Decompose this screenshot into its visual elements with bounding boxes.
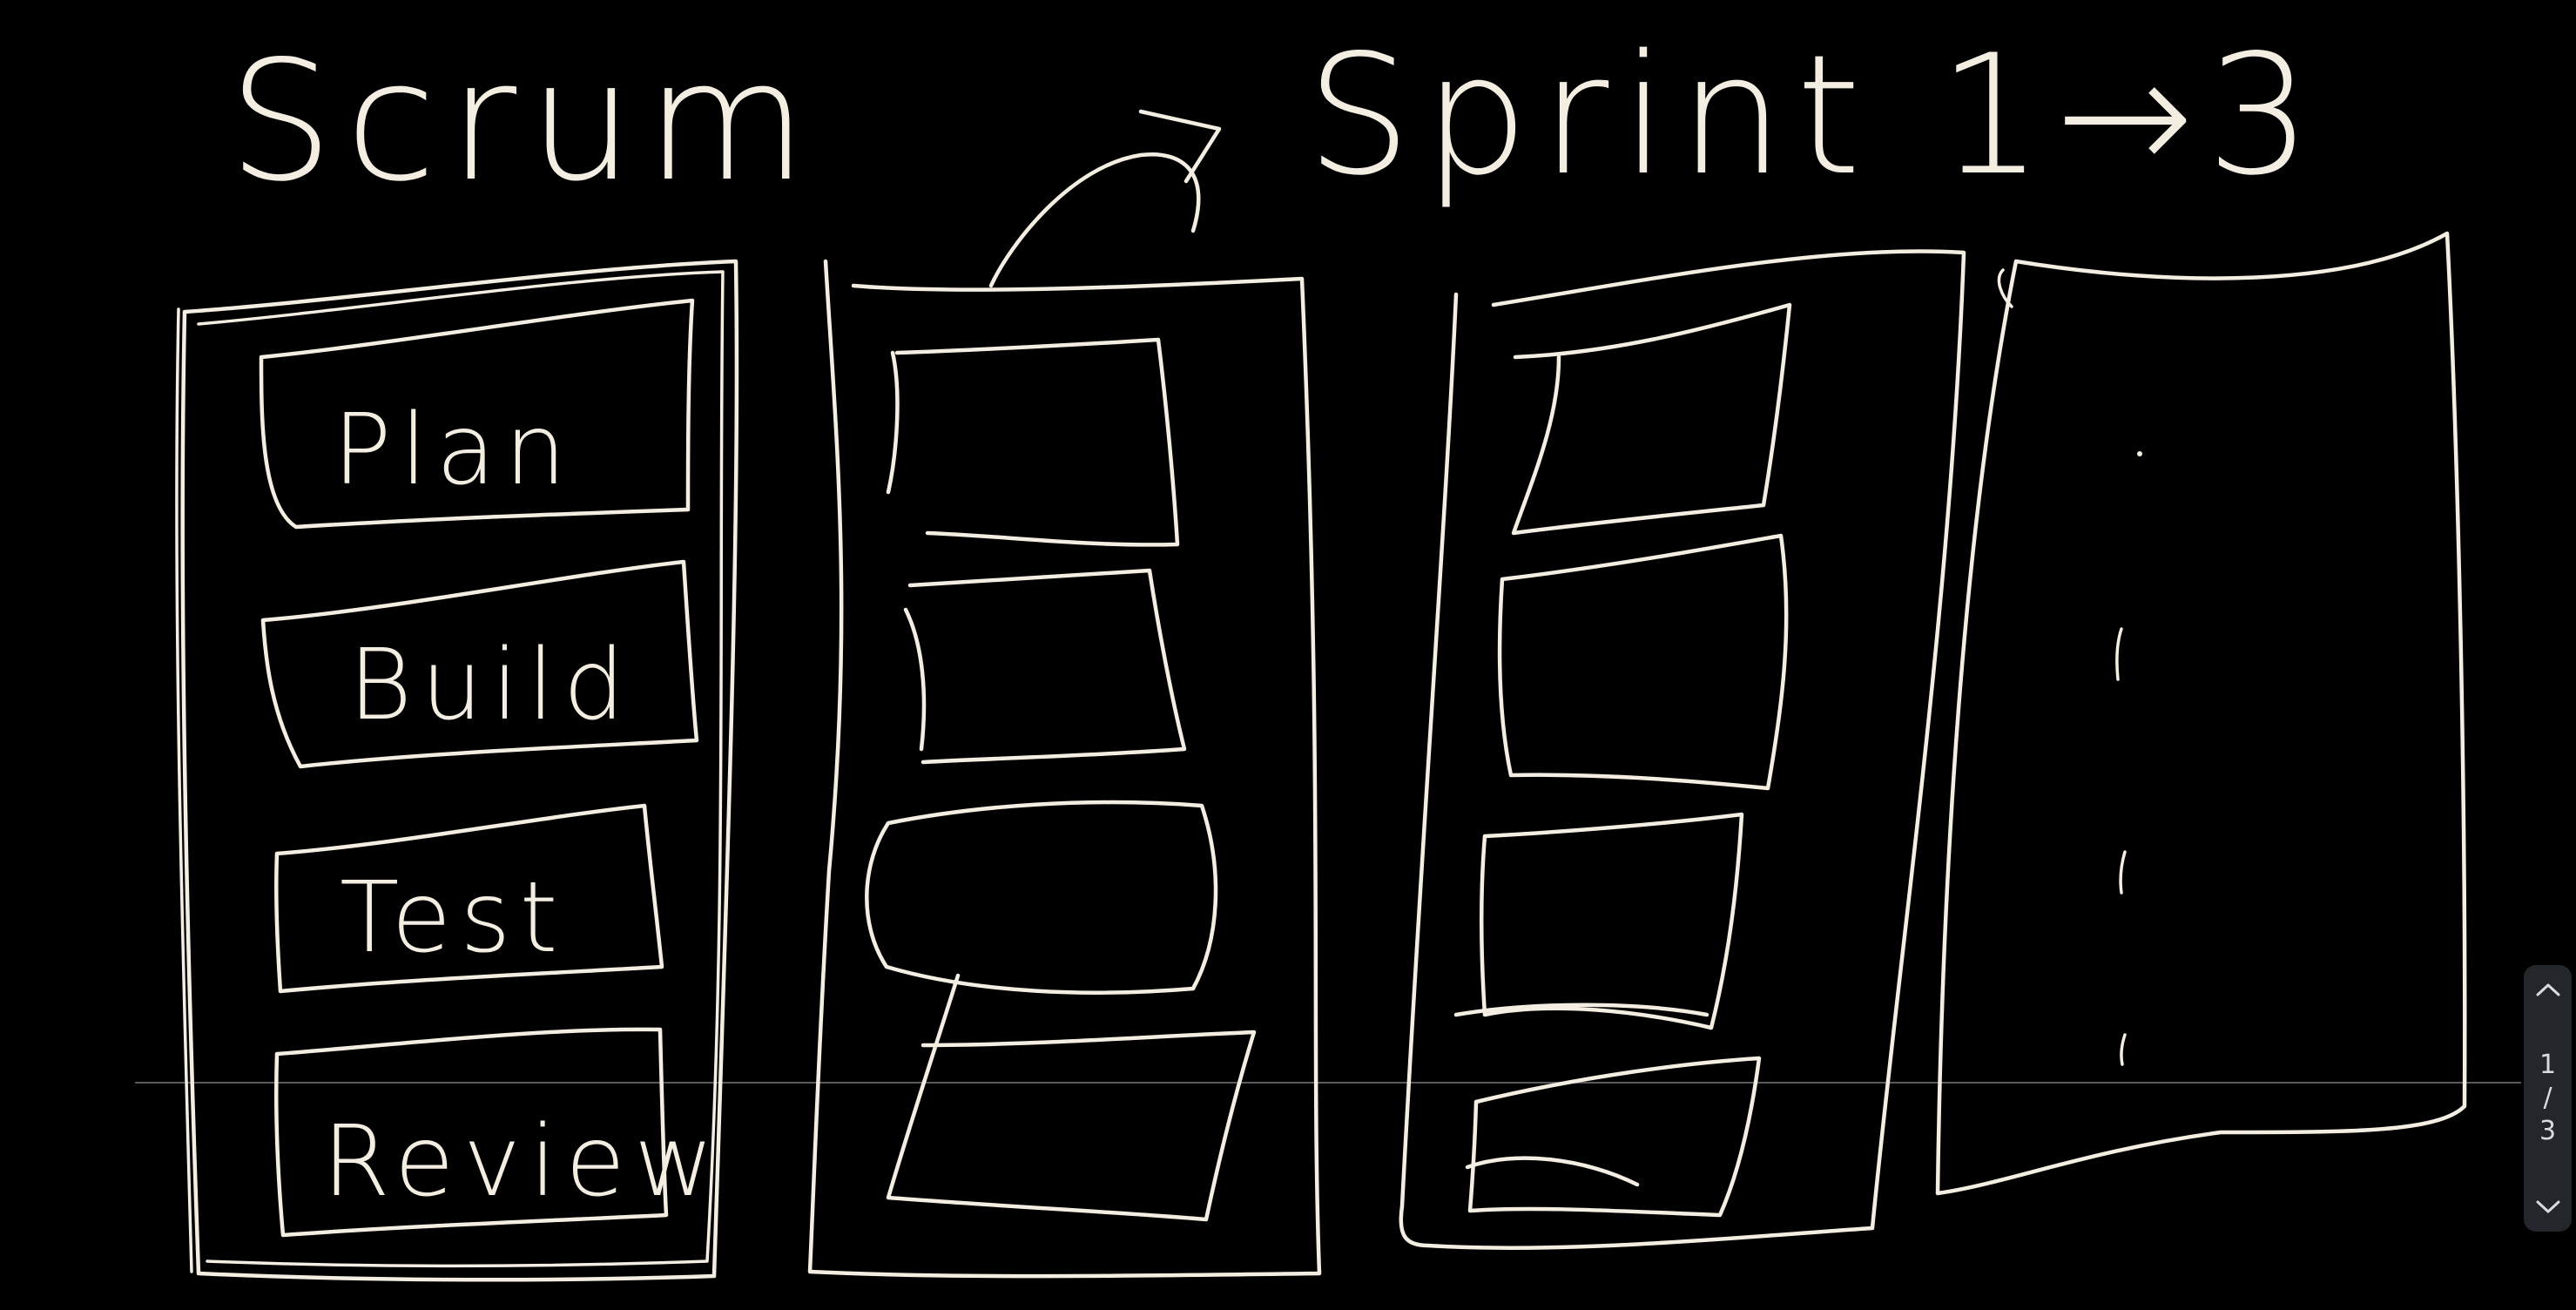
sprint-title: Sprint 1→3 (1306, 19, 2323, 212)
chevron-down-icon (2536, 1200, 2559, 1213)
stage-card-plan: Plan (259, 298, 695, 530)
stage-label-review: Review (322, 1105, 723, 1219)
board-title: Scrum (228, 25, 819, 218)
page-navigator: 1 / 3 (2524, 965, 2572, 1232)
sprint-column-2 (1399, 249, 1966, 1250)
stage-card-test: Test (273, 803, 664, 994)
page-down-button[interactable] (2531, 1190, 2566, 1225)
total-pages: 3 (2539, 1116, 2557, 1146)
stage-card-review: Review (274, 1027, 723, 1238)
current-page: 1 (2539, 1050, 2557, 1080)
page-counter: 1 / 3 (2539, 1049, 2556, 1148)
stage-label-plan: Plan (333, 394, 575, 507)
stage-card-build: Build (260, 559, 699, 769)
ellipsis-dot-2 (2115, 627, 2123, 681)
stage-label-build: Build (348, 629, 634, 742)
page-up-button[interactable] (2531, 972, 2566, 1007)
scrum-column: Plan Build Test Review (175, 259, 739, 1282)
chevron-up-icon (2536, 983, 2559, 996)
stage-label-test: Test (340, 861, 567, 975)
sprint-column-3 (1935, 231, 2467, 1196)
ellipsis-dot-3 (2119, 850, 2127, 895)
sprint-column-1 (807, 259, 1322, 1279)
sprint-arrow (988, 109, 1222, 288)
page-separator: / (2543, 1083, 2552, 1113)
ellipsis-dot-4 (2120, 1033, 2127, 1066)
ellipsis-dot-1 (2137, 451, 2142, 456)
